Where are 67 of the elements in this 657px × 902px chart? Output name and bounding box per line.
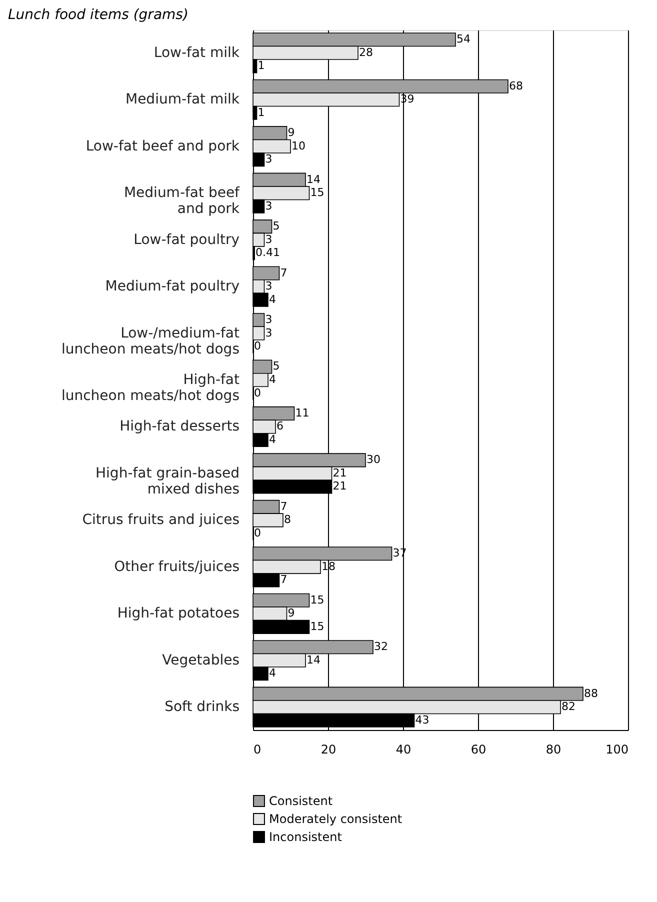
data-label: 88 [584,686,598,700]
y-tick-label: Citrus fruits and juices [82,512,240,528]
data-label: 15 [310,593,324,606]
x-tick-label: 80 [546,742,562,756]
data-label: 5 [272,220,280,233]
y-tick-label: Low-/medium-fat luncheon meats/hot dogs [61,325,240,358]
legend-label: Moderately consistent [269,812,402,826]
y-tick-label: Medium-fat beef and pork [124,185,241,218]
data-label: 54 [456,32,470,46]
x-tick-label: 100 [606,742,628,756]
data-label: 68 [509,79,523,92]
data-label: 0.41 [256,246,280,260]
y-tick-label: Other fruits/juices [114,558,240,575]
data-label: 0 [254,526,261,540]
data-label: 6 [276,420,284,433]
data-label: 3 [265,280,272,293]
y-tick-label: Medium-fat poultry [105,278,240,295]
data-label: 9 [288,126,295,140]
data-label: 10 [292,139,306,152]
x-tick-label: 60 [470,742,486,756]
legend-label: Consistent [269,794,333,808]
data-label: 28 [359,46,373,59]
data-label: 11 [295,406,310,420]
data-label: 14 [306,653,320,666]
data-label: 3 [265,152,272,166]
y-tick-label: Low-fat milk [154,44,240,61]
x-tick-label: 40 [396,742,412,756]
data-label: 1 [258,59,265,72]
data-label: 4 [269,373,276,386]
data-label: 3 [265,232,272,246]
data-label: 7 [280,266,288,280]
data-label: 4 [269,432,276,446]
data-label: 4 [269,666,276,680]
x-tick-label: 20 [320,742,336,756]
data-label: 3 [265,199,272,212]
y-tick-label: Low-fat beef and pork [86,138,240,154]
data-label: 43 [415,713,430,726]
y-tick-label: Low-fat poultry [134,232,240,248]
data-label: 14 [306,172,320,186]
data-label: 82 [562,700,576,714]
text: Lunch food items (grams) [8,7,188,23]
data-label: 32 [374,640,388,654]
data-label: 7 [280,573,288,586]
data-label: 5 [272,360,280,373]
data-label: 15 [310,186,324,200]
y-tick-label: High-fat luncheon meats/hot dogs [61,372,240,404]
y-tick-label: Vegetables [162,652,240,668]
data-label: 21 [332,480,347,493]
y-tick-label: High-fat potatoes [117,606,240,622]
data-label: 21 [332,466,347,480]
y-tick-label: Soft drinks [164,699,240,716]
data-label: 9 [288,606,295,620]
legend-label: Inconsistent [269,830,342,844]
data-label: 3 [265,313,272,326]
data-label: 4 [269,292,276,306]
data-label: 0 [254,386,261,400]
y-tick-label: Medium-fat milk [125,92,240,108]
data-label: 0 [254,340,261,353]
data-label: 8 [284,513,291,526]
data-label: 7 [280,500,288,513]
y-tick-label: High-fat grain-based mixed dishes [96,465,240,498]
data-label: 30 [366,453,380,466]
y-tick-label: High-fat desserts [120,418,240,435]
data-label: 3 [265,326,272,340]
data-label: 1 [258,106,265,119]
x-tick-label: 0 [254,742,262,756]
data-label: 15 [310,620,324,633]
